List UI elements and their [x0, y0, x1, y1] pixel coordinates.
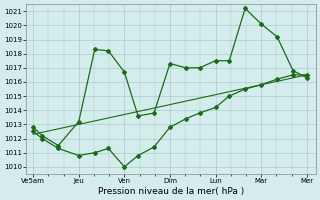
X-axis label: Pression niveau de la mer( hPa ): Pression niveau de la mer( hPa )	[98, 187, 244, 196]
